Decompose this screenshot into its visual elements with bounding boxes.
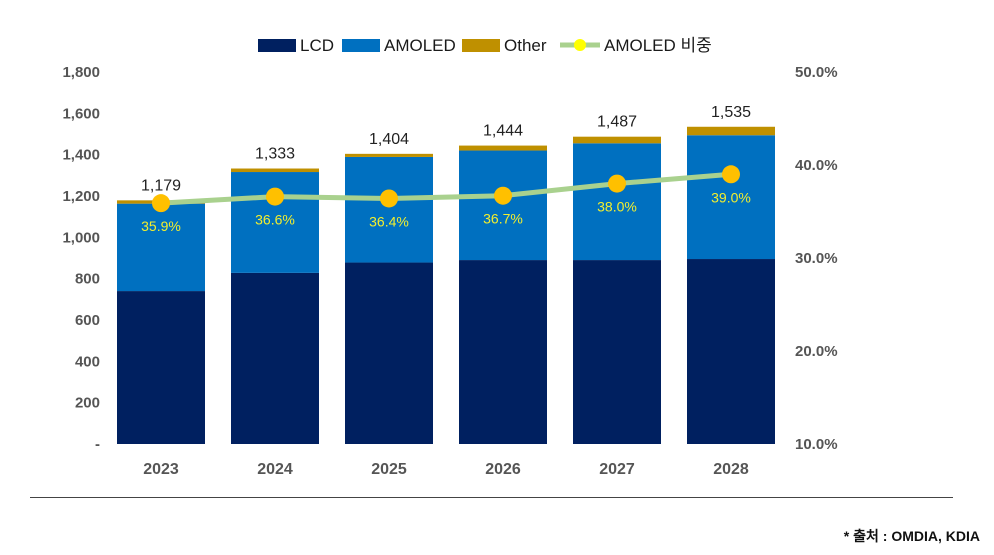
legend-label-amoled-share: AMOLED 비중 <box>604 36 712 55</box>
left-axis-tick-label: 1,000 <box>62 229 100 246</box>
right-axis-tick-label: 50.0% <box>795 64 838 81</box>
amoled-share-label: 38.0% <box>597 199 637 215</box>
left-axis-tick-label: 1,800 <box>62 64 100 81</box>
x-axis-tick-label: 2028 <box>713 461 749 478</box>
amoled-share-label: 36.6% <box>255 212 295 228</box>
bar-segment-other <box>687 126 775 136</box>
bar-segment-other <box>573 136 661 144</box>
right-axis: 10.0% 20.0% 30.0% 40.0% 50.0% <box>795 64 838 453</box>
bar-segment-amoled <box>117 203 205 292</box>
right-axis-tick-label: 20.0% <box>795 343 838 360</box>
total-labels: 1,179 1,333 1,404 1,444 1,487 1,535 <box>141 104 751 195</box>
left-axis-tick-label: 400 <box>75 353 100 370</box>
total-label: 1,444 <box>483 123 523 140</box>
amoled-share-label: 39.0% <box>711 189 751 205</box>
x-axis-tick-label: 2024 <box>257 461 293 478</box>
bar-segment-amoled <box>345 156 433 263</box>
left-axis: - 200 400 600 800 1,000 1,200 1,400 1,600 1,800 <box>62 64 100 453</box>
left-axis-tick-label: 1,600 <box>62 105 100 122</box>
bar-segment-amoled <box>687 135 775 260</box>
bar-segment-other <box>459 145 547 151</box>
total-label: 1,179 <box>141 177 181 194</box>
amoled-share-marker <box>152 194 170 213</box>
left-axis-tick-label: - <box>95 436 100 453</box>
bars <box>117 126 775 444</box>
amoled-share-marker <box>380 189 398 208</box>
left-axis-tick-label: 1,200 <box>62 188 100 205</box>
amoled-share-label: 36.7% <box>483 211 523 227</box>
legend: LCD AMOLED Other AMOLED 비중 <box>258 36 712 55</box>
amoled-share-line: 35.9% 36.6% 36.4% 36.7% 38.0% 39.0% <box>141 165 751 234</box>
x-axis: 2023 2024 2025 2026 2027 2028 <box>143 461 749 478</box>
legend-swatch-other <box>462 39 500 52</box>
amoled-share-marker <box>608 174 626 193</box>
bar-segment-amoled <box>573 143 661 261</box>
amoled-share-label: 35.9% <box>141 218 181 234</box>
amoled-share-marker <box>722 165 740 184</box>
bar-segment-amoled <box>459 150 547 261</box>
right-axis-tick-label: 30.0% <box>795 250 838 267</box>
legend-label-amoled: AMOLED <box>384 36 456 55</box>
left-axis-tick-label: 1,400 <box>62 147 100 164</box>
legend-label-other: Other <box>504 36 547 55</box>
source-note: * 출처 : OMDIA, KDIA <box>843 528 980 544</box>
bar-segment-other <box>345 153 433 157</box>
bar-segment-lcd <box>345 262 433 444</box>
left-axis-tick-label: 600 <box>75 312 100 329</box>
x-axis-tick-label: 2023 <box>143 461 179 478</box>
bar-segment-other <box>231 168 319 173</box>
bar-segment-lcd <box>117 291 205 444</box>
x-axis-tick-label: 2027 <box>599 461 635 478</box>
amoled-share-marker <box>266 187 284 206</box>
amoled-share-polyline <box>160 171 732 206</box>
x-axis-tick-label: 2026 <box>485 461 521 478</box>
bar-segment-lcd <box>687 259 775 444</box>
legend-swatch-lcd <box>258 39 296 52</box>
stacked-bar-line-chart: LCD AMOLED Other AMOLED 비중 - 200 400 600 800… <box>62 36 838 478</box>
bar-segment-lcd <box>459 260 547 444</box>
total-label: 1,404 <box>369 131 409 148</box>
left-axis-tick-label: 200 <box>75 395 100 412</box>
right-axis-tick-label: 40.0% <box>795 157 838 174</box>
divider <box>30 497 953 498</box>
legend-marker-amoled-share <box>574 39 586 51</box>
legend-swatch-amoled <box>342 39 380 52</box>
x-axis-tick-label: 2025 <box>371 461 407 478</box>
legend-label-lcd: LCD <box>300 36 334 55</box>
total-label: 1,487 <box>597 114 637 131</box>
bar-segment-lcd <box>573 260 661 444</box>
right-axis-tick-label: 10.0% <box>795 436 838 453</box>
amoled-share-label: 36.4% <box>369 213 409 229</box>
total-label: 1,535 <box>711 104 751 121</box>
bar-segment-lcd <box>231 272 319 444</box>
amoled-share-marker <box>494 186 512 205</box>
total-label: 1,333 <box>255 146 295 163</box>
left-axis-tick-label: 800 <box>75 271 100 288</box>
